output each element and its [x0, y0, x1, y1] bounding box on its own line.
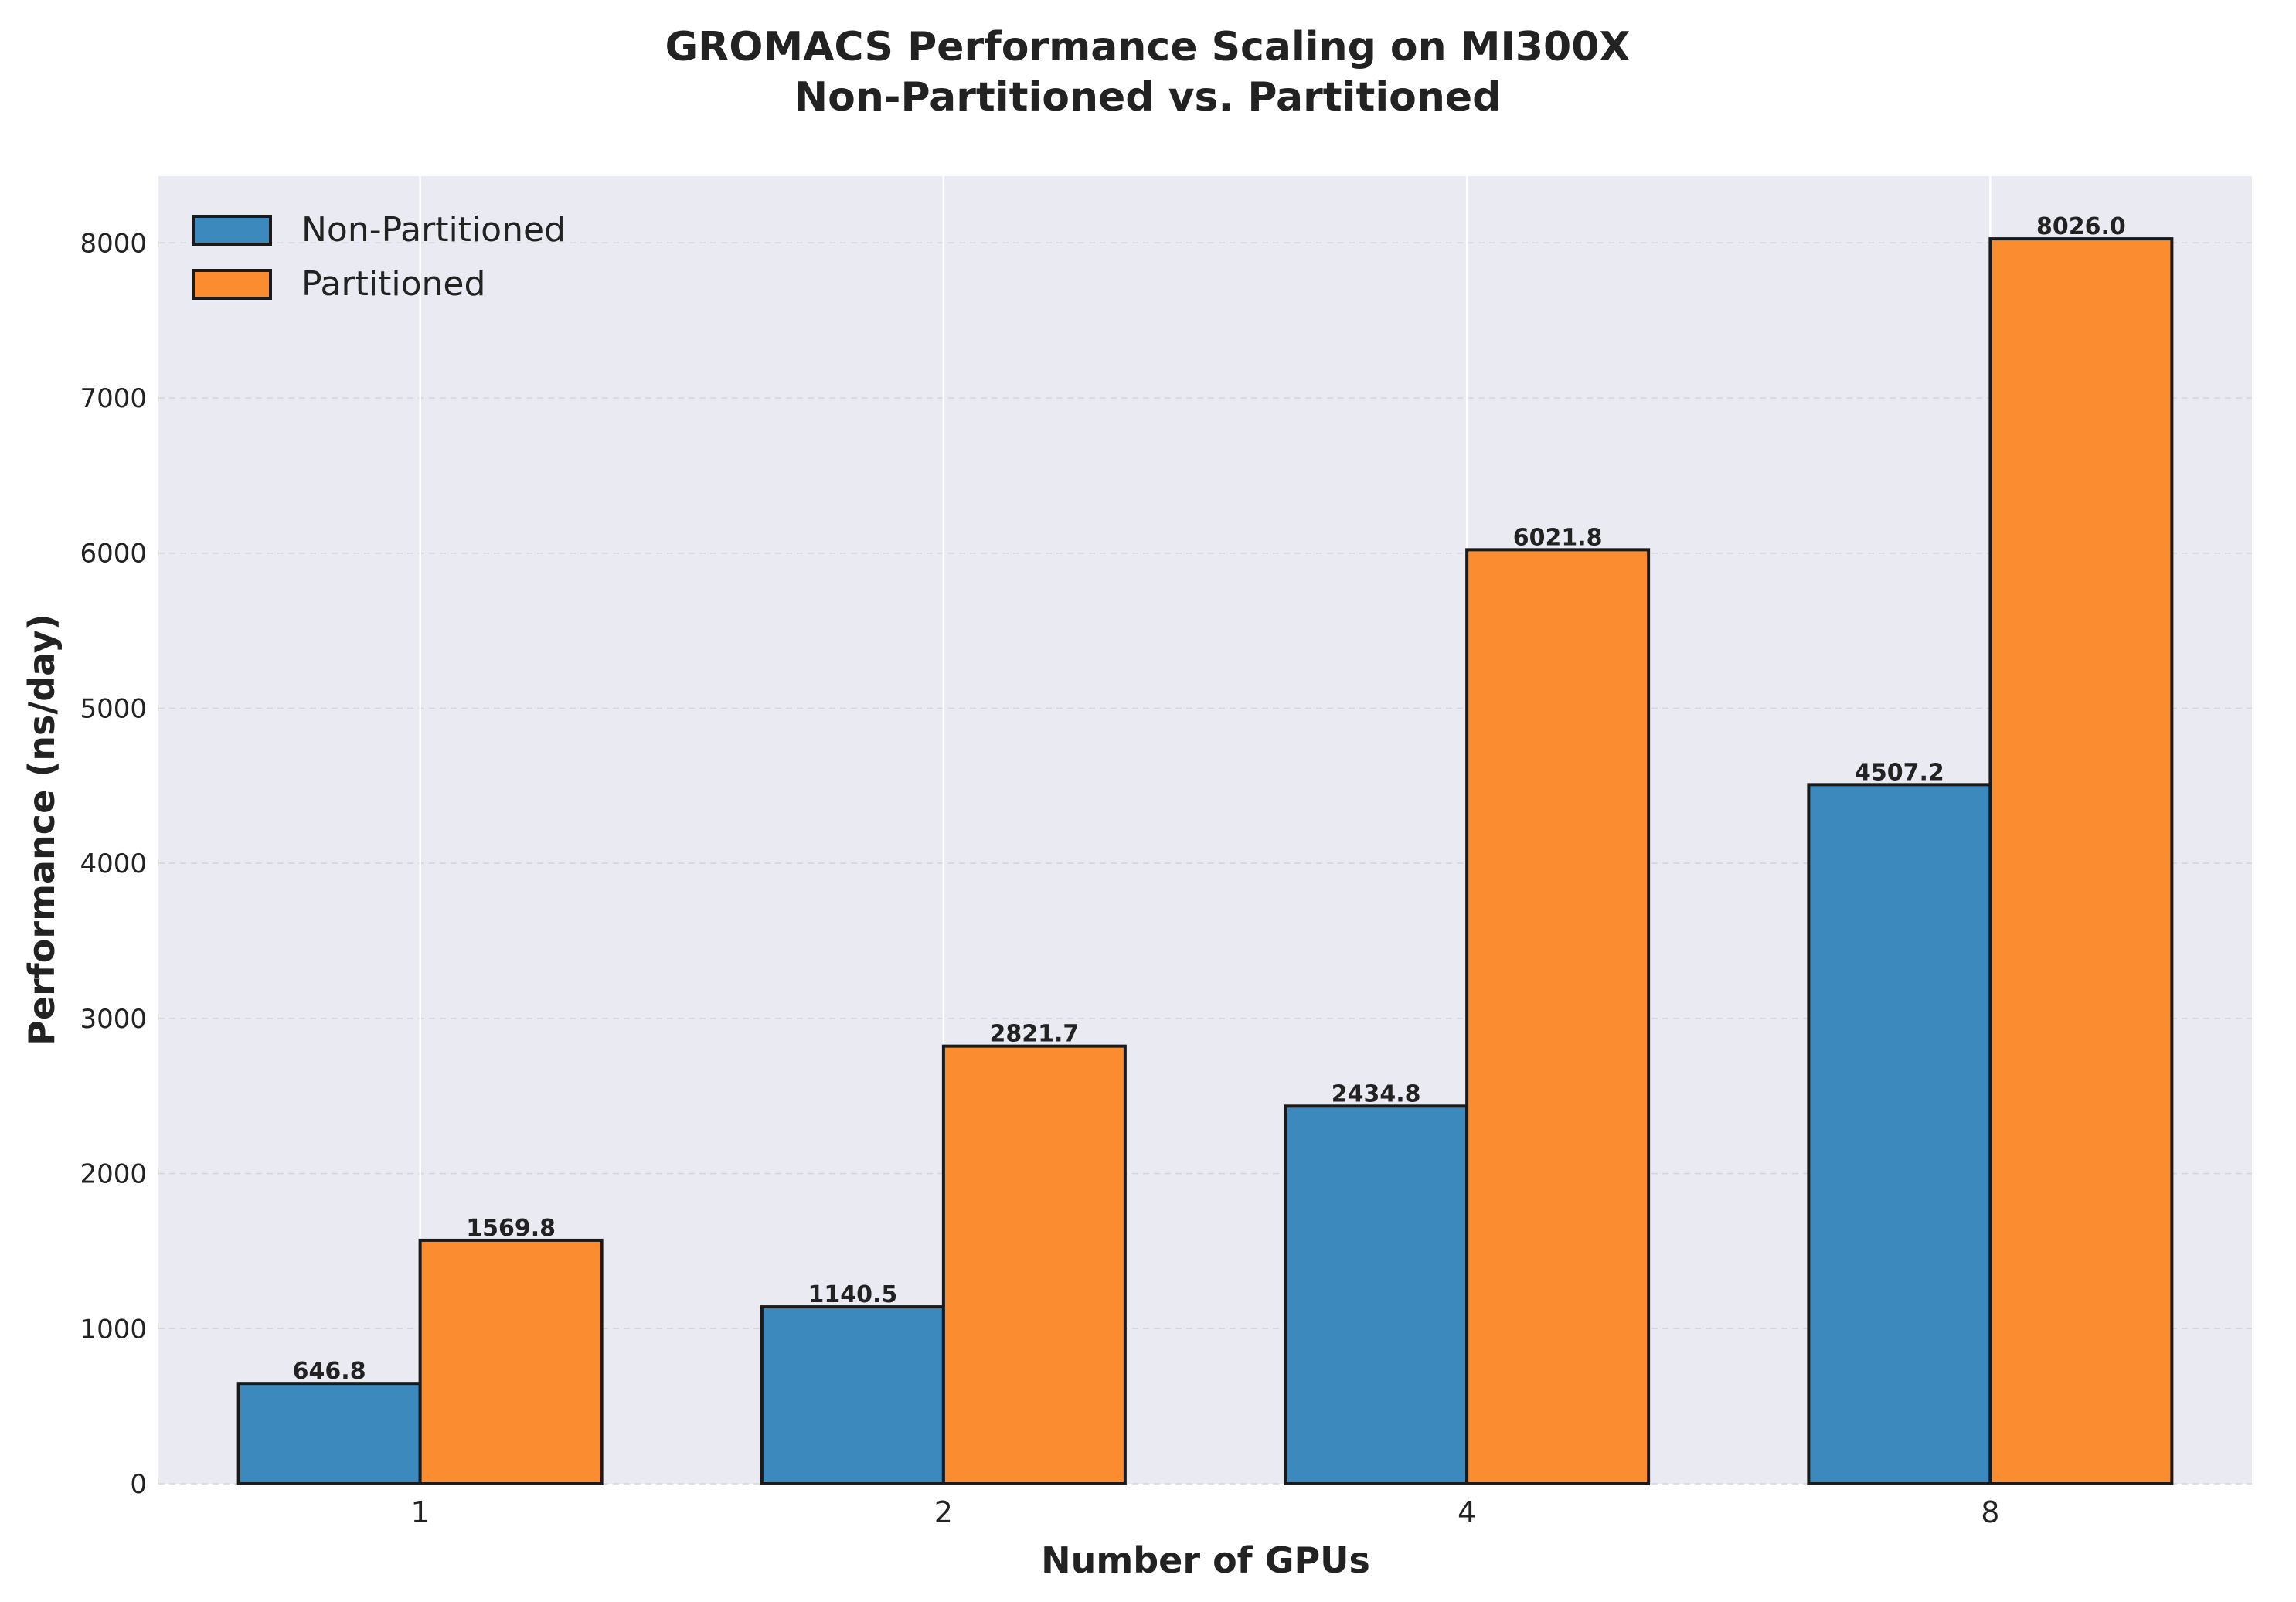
chart-title: GROMACS Performance Scaling on MI300X No… — [665, 24, 1630, 121]
y-tick-label: 8000 — [80, 228, 147, 259]
y-tick-label: 4000 — [80, 849, 147, 879]
data-label: 646.8 — [293, 1358, 366, 1385]
x-tick-label: 8 — [1981, 1495, 1999, 1529]
data-label: 2821.7 — [989, 1021, 1079, 1048]
bar — [1465, 548, 1651, 1485]
bar — [1284, 1104, 1469, 1485]
legend-label: Partitioned — [301, 264, 485, 304]
y-tick-label: 6000 — [80, 539, 147, 570]
x-axis-label: Number of GPUs — [1041, 1539, 1370, 1581]
y-axis-label: Performance (ns/day) — [21, 614, 63, 1046]
chart-title-line-1: GROMACS Performance Scaling on MI300X — [665, 24, 1630, 70]
legend-swatch — [192, 215, 272, 246]
bar — [236, 1382, 422, 1486]
y-tick-label: 0 — [130, 1469, 147, 1500]
bars — [236, 237, 2174, 1486]
bar — [760, 1305, 945, 1485]
legend: Non-Partitioned Partitioned — [192, 210, 566, 304]
y-tick-label: 3000 — [80, 1004, 147, 1035]
bar — [1807, 783, 1992, 1485]
y-tick-label: 7000 — [80, 383, 147, 414]
data-label: 1140.5 — [808, 1281, 897, 1308]
x-axis-ticks: 1 2 4 8 — [411, 1495, 2000, 1529]
x-tick-label: 4 — [1458, 1495, 1476, 1529]
data-label: 8026.0 — [2036, 213, 2126, 240]
bar — [941, 1044, 1127, 1486]
data-labels: 646.8 1140.5 2434.8 4507.2 1569.8 2821.7 6021.… — [293, 213, 2126, 1385]
y-axis-ticks: 0 1000 2000 3000 4000 5000 6000 7000 8000 — [80, 228, 147, 1500]
x-tick-label: 2 — [934, 1495, 953, 1529]
data-label: 2434.8 — [1332, 1080, 1421, 1107]
bar — [1988, 237, 2174, 1486]
data-label: 6021.8 — [1513, 524, 1603, 551]
data-label: 1569.8 — [466, 1215, 556, 1242]
y-tick-label: 5000 — [80, 693, 147, 724]
legend-label: Non-Partitioned — [301, 210, 566, 250]
y-tick-label: 1000 — [80, 1314, 147, 1345]
bar — [418, 1238, 604, 1486]
x-tick-label: 1 — [411, 1495, 430, 1529]
legend-swatch — [192, 269, 272, 300]
data-label: 4507.2 — [1855, 759, 1944, 786]
chart-title-line-2: Non-Partitioned vs. Partitioned — [794, 74, 1502, 121]
y-tick-label: 2000 — [80, 1159, 147, 1190]
